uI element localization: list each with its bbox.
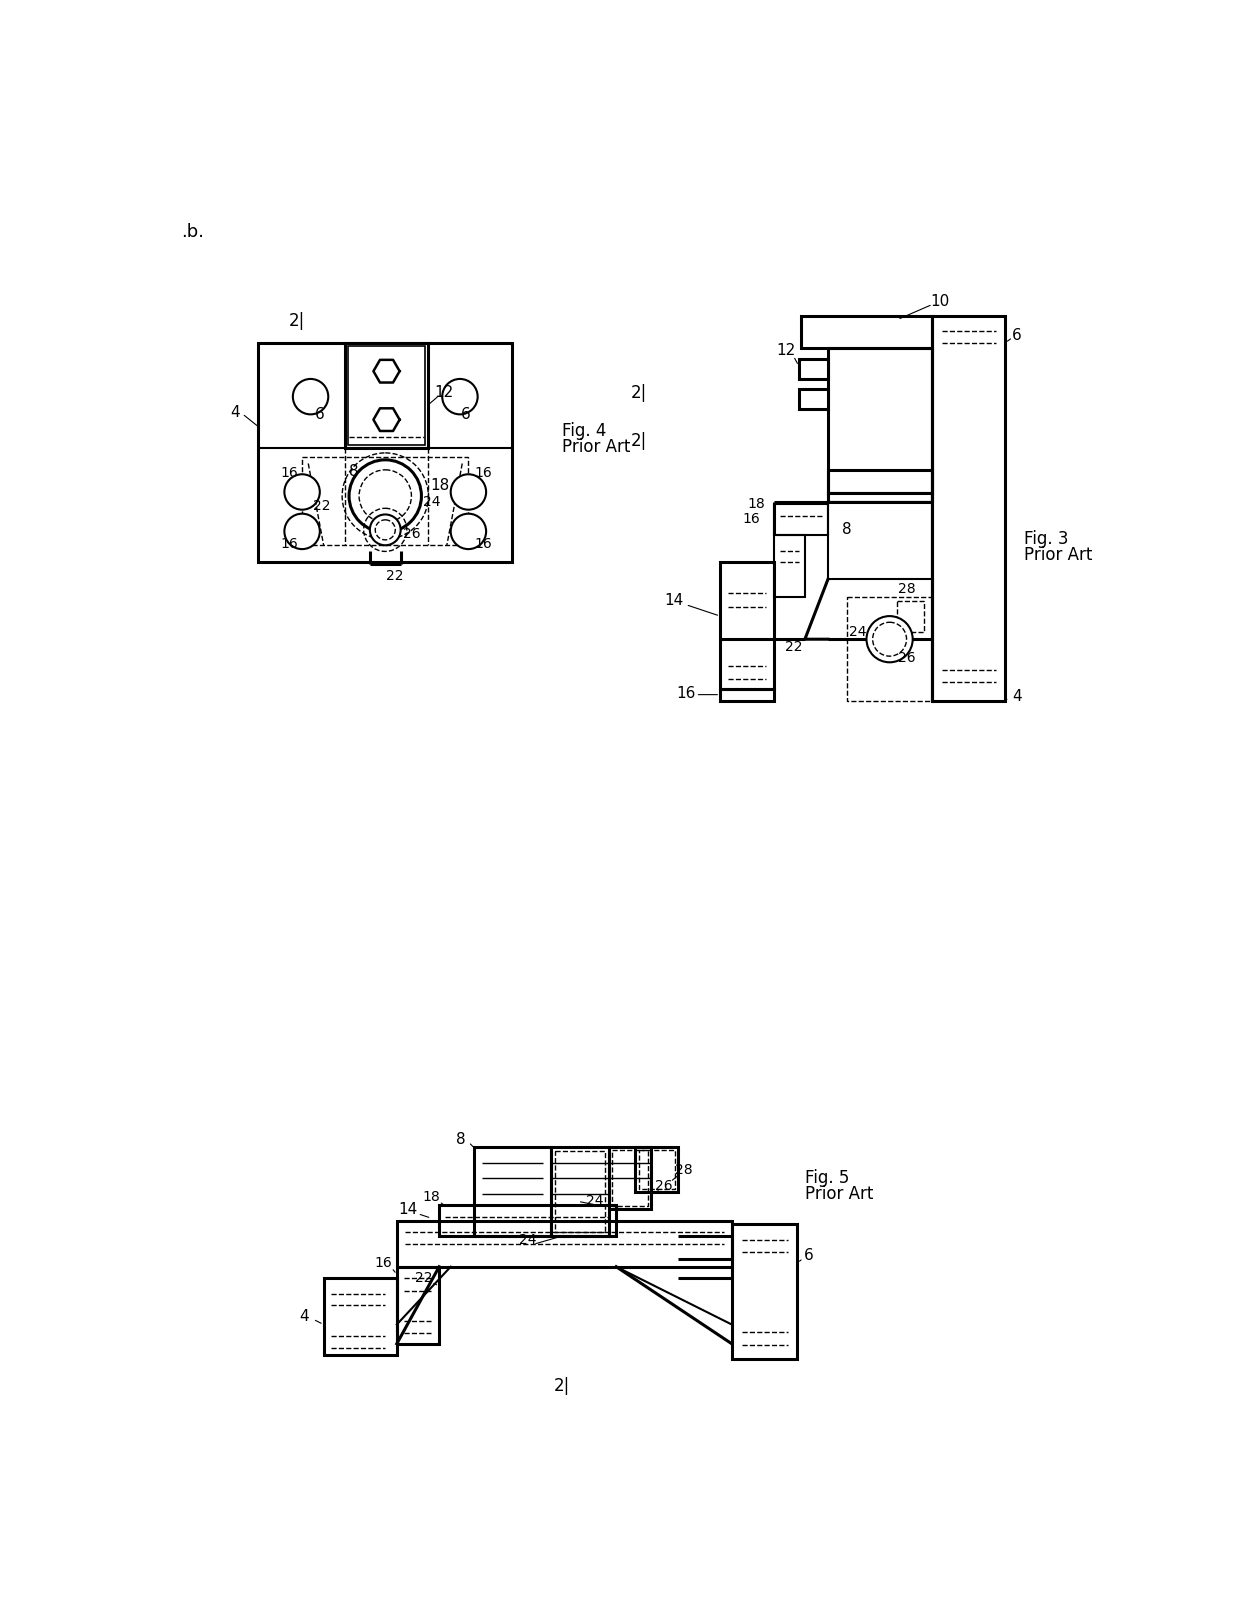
Bar: [847, 597, 932, 701]
Bar: [639, 1151, 675, 1189]
Bar: [720, 689, 774, 701]
Bar: [551, 1148, 609, 1236]
Text: 22: 22: [415, 1271, 433, 1286]
Text: 12: 12: [434, 385, 454, 400]
Bar: [474, 1148, 551, 1236]
Circle shape: [350, 459, 422, 533]
Bar: [720, 562, 774, 689]
Circle shape: [370, 515, 401, 546]
Text: 16: 16: [474, 536, 492, 551]
Bar: [828, 348, 932, 502]
Text: 18: 18: [748, 498, 765, 512]
Text: 24: 24: [587, 1194, 604, 1209]
Text: 28: 28: [898, 583, 915, 595]
Text: 6: 6: [804, 1247, 813, 1263]
Bar: [774, 534, 805, 597]
Bar: [611, 1151, 647, 1205]
Text: 8: 8: [348, 464, 358, 478]
Text: 26: 26: [898, 652, 915, 666]
Bar: [799, 360, 828, 379]
Bar: [932, 316, 1006, 701]
Bar: [828, 502, 932, 579]
Text: 8: 8: [842, 522, 852, 538]
Text: 28: 28: [676, 1164, 693, 1178]
Text: 2|: 2|: [631, 432, 647, 449]
Text: 16: 16: [280, 465, 298, 480]
Text: 24: 24: [848, 624, 866, 639]
Text: 18: 18: [430, 478, 450, 493]
Circle shape: [443, 379, 477, 414]
Bar: [828, 470, 932, 493]
Bar: [828, 493, 932, 502]
Text: 4: 4: [1012, 690, 1022, 705]
Text: 16: 16: [280, 536, 298, 551]
Text: 16: 16: [742, 512, 760, 526]
Text: 22: 22: [314, 499, 331, 514]
Text: .b.: .b.: [181, 223, 205, 241]
Text: 26: 26: [403, 528, 422, 541]
Bar: [554, 1151, 605, 1233]
Bar: [347, 345, 425, 445]
Text: 14: 14: [399, 1202, 418, 1217]
Text: Fig. 5: Fig. 5: [805, 1168, 849, 1188]
Text: 14: 14: [665, 594, 683, 608]
Text: 24: 24: [520, 1233, 537, 1247]
Bar: [397, 1220, 732, 1266]
Text: 16: 16: [676, 685, 696, 701]
Text: 16: 16: [474, 465, 492, 480]
Bar: [303, 457, 469, 546]
Bar: [324, 1278, 397, 1355]
Text: Prior Art: Prior Art: [805, 1184, 873, 1202]
Text: 10: 10: [930, 294, 950, 310]
Text: 6: 6: [315, 406, 325, 422]
Text: Fig. 4: Fig. 4: [563, 422, 606, 440]
Text: 6: 6: [461, 406, 471, 422]
Text: 2|: 2|: [554, 1377, 570, 1395]
Text: 4: 4: [231, 404, 239, 419]
Circle shape: [450, 514, 486, 549]
Bar: [898, 600, 924, 631]
Bar: [801, 316, 932, 348]
Circle shape: [284, 514, 320, 549]
Text: 2|: 2|: [289, 313, 305, 331]
Circle shape: [867, 616, 913, 663]
Bar: [635, 1148, 678, 1193]
Text: 22: 22: [785, 640, 802, 653]
Bar: [439, 1205, 616, 1236]
Text: 26: 26: [655, 1180, 673, 1193]
Text: 22: 22: [386, 570, 403, 583]
Text: 6: 6: [1012, 327, 1022, 342]
Bar: [799, 388, 828, 409]
Bar: [258, 343, 512, 562]
Circle shape: [284, 473, 320, 510]
Bar: [774, 504, 828, 534]
Text: Prior Art: Prior Art: [563, 438, 631, 456]
Bar: [345, 343, 429, 448]
Text: 16: 16: [374, 1255, 393, 1270]
Text: 18: 18: [423, 1191, 440, 1204]
Text: 12: 12: [776, 343, 795, 358]
Circle shape: [450, 473, 486, 510]
Text: 8: 8: [456, 1132, 465, 1148]
Text: 4: 4: [300, 1310, 309, 1324]
Text: Prior Art: Prior Art: [1024, 546, 1092, 563]
Text: Fig. 3: Fig. 3: [1024, 530, 1069, 547]
Bar: [397, 1266, 439, 1343]
Bar: [732, 1225, 797, 1359]
Text: 24: 24: [423, 496, 440, 509]
Text: 2|: 2|: [631, 384, 647, 401]
Bar: [609, 1148, 651, 1209]
Circle shape: [293, 379, 329, 414]
